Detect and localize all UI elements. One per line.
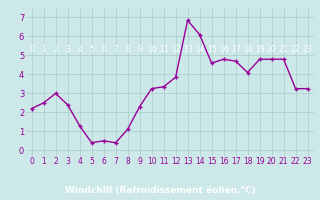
Text: 15: 15 — [207, 46, 216, 54]
Text: 4: 4 — [77, 46, 82, 54]
Text: 1: 1 — [41, 46, 46, 54]
Text: 16: 16 — [219, 46, 228, 54]
Text: 20: 20 — [267, 46, 276, 54]
Text: 11: 11 — [159, 46, 168, 54]
Text: 2: 2 — [53, 46, 58, 54]
Text: 13: 13 — [183, 46, 192, 54]
Text: 8: 8 — [125, 46, 130, 54]
Text: 21: 21 — [279, 46, 288, 54]
Text: 12: 12 — [171, 46, 180, 54]
Text: 9: 9 — [137, 46, 142, 54]
Text: 14: 14 — [195, 46, 204, 54]
Text: 23: 23 — [303, 46, 312, 54]
Text: 7: 7 — [113, 46, 118, 54]
Text: 10: 10 — [147, 46, 156, 54]
Text: 3: 3 — [65, 46, 70, 54]
Text: 22: 22 — [291, 46, 300, 54]
Text: 18: 18 — [243, 46, 252, 54]
Text: 19: 19 — [255, 46, 264, 54]
Text: 6: 6 — [101, 46, 106, 54]
Text: 17: 17 — [231, 46, 240, 54]
Text: Windchill (Refroidissement éolien,°C): Windchill (Refroidissement éolien,°C) — [65, 186, 255, 196]
Text: 5: 5 — [89, 46, 94, 54]
Text: 0: 0 — [29, 46, 34, 54]
